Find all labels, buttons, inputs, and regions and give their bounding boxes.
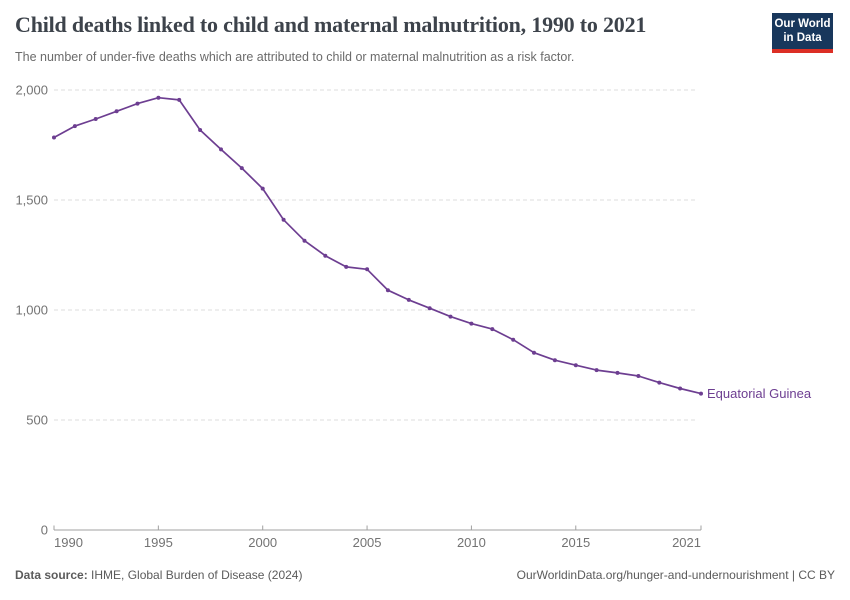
data-point[interactable] (135, 101, 140, 106)
data-point[interactable] (114, 109, 119, 114)
y-tick-label: 1,500 (15, 193, 48, 208)
owid-logo-line1: Our World (774, 18, 831, 30)
x-tick-label: 1995 (144, 535, 173, 550)
data-point[interactable] (156, 95, 161, 100)
data-point[interactable] (219, 147, 223, 152)
data-point[interactable] (177, 97, 182, 102)
data-point[interactable] (448, 314, 453, 319)
chart-subtitle: The number of under-five deaths which ar… (15, 50, 575, 64)
x-tick-label: 2021 (672, 535, 701, 550)
data-point[interactable] (636, 374, 641, 378)
y-tick-label: 2,000 (15, 83, 48, 98)
data-point[interactable] (406, 297, 411, 302)
x-tick-label: 2005 (353, 535, 382, 550)
data-point[interactable] (72, 124, 77, 129)
x-tick-label: 2015 (561, 535, 590, 550)
data-point[interactable] (260, 186, 265, 191)
data-point[interactable] (490, 327, 495, 332)
data-point[interactable] (385, 288, 390, 293)
data-source-label: Data source: (15, 568, 88, 582)
y-tick-label: 0 (41, 523, 48, 538)
data-point[interactable] (323, 253, 328, 258)
data-point[interactable] (427, 306, 432, 311)
data-point[interactable] (344, 264, 349, 269)
x-tick-label: 2010 (457, 535, 486, 550)
data-point[interactable] (281, 217, 286, 222)
y-tick-label: 500 (26, 413, 48, 428)
owid-logo-line2: in Data (783, 31, 822, 44)
data-source-value: IHME, Global Burden of Disease (2024) (87, 568, 303, 582)
data-point[interactable] (511, 337, 516, 342)
chart-title: Child deaths linked to child and materna… (15, 12, 647, 37)
credit-link[interactable]: OurWorldinData.org/hunger-and-undernouri… (516, 568, 835, 582)
data-point[interactable] (93, 117, 98, 121)
series-line (53, 96, 702, 395)
series-label[interactable]: Equatorial Guinea (707, 386, 812, 401)
chart-footer: Data source: IHME, Global Burden of Dise… (15, 567, 835, 583)
data-point[interactable] (657, 380, 662, 385)
data-source: Data source: IHME, Global Burden of Dise… (15, 567, 302, 583)
data-point[interactable] (198, 128, 203, 132)
y-tick-label: 1,000 (15, 303, 48, 318)
owid-logo: Our World in Data (772, 13, 833, 53)
data-point[interactable] (365, 267, 370, 272)
data-point[interactable] (532, 350, 536, 355)
data-point[interactable] (52, 135, 56, 140)
x-tick-label: 2000 (248, 535, 277, 550)
data-point[interactable] (678, 386, 683, 391)
data-point[interactable] (552, 358, 557, 363)
data-point[interactable] (615, 370, 620, 375)
data-point[interactable] (302, 238, 307, 243)
data-point[interactable] (594, 368, 599, 373)
data-point[interactable] (469, 321, 474, 326)
data-point[interactable] (239, 166, 244, 171)
data-point[interactable] (573, 363, 578, 368)
data-point[interactable] (699, 391, 703, 396)
x-tick-label: 1990 (54, 535, 83, 550)
